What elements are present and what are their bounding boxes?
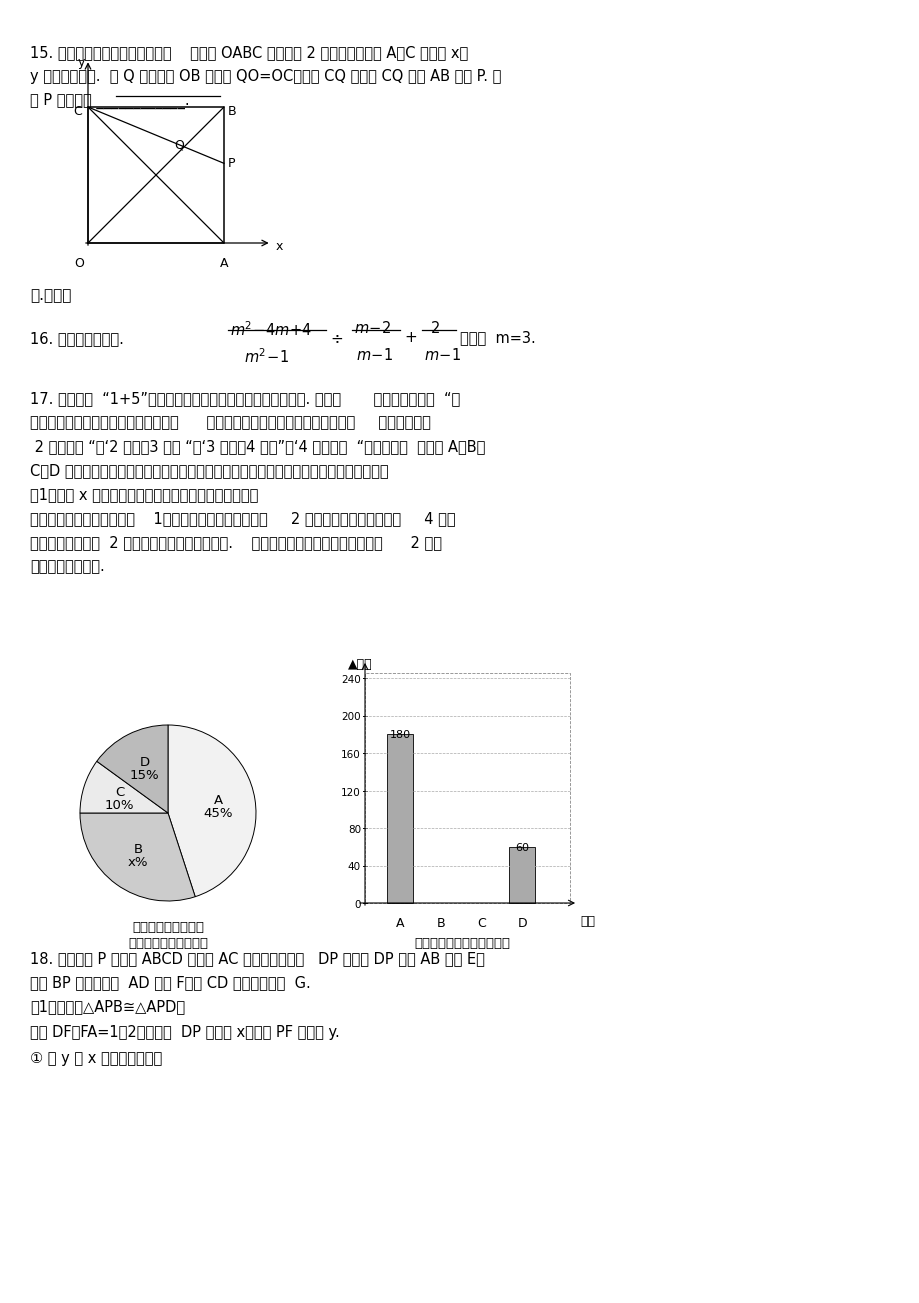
Text: 120: 120 — [341, 787, 360, 797]
Text: 200: 200 — [341, 713, 360, 722]
Text: 160: 160 — [341, 751, 360, 760]
Text: （1）求出 x 的値，并将不完整的条形统计图补充完整；: （1）求出 x 的値，并将不完整的条形统计图补充完整； — [30, 487, 258, 502]
Text: 80: 80 — [347, 825, 360, 835]
Text: 已知 DF：FA=1：2，设线段  DP 的长为 x，线段 PF 的长为 y.: 已知 DF：FA=1：2，设线段 DP 的长为 x，线段 PF 的长为 y. — [30, 1025, 339, 1040]
Text: 18. 如图，点 P 是菱形 ABCD 对角线 AC 上的一点，连接   DP 并延长 DP 交边 AB 于点 E，: 18. 如图，点 P 是菱形 ABCD 对角线 AC 上的一点，连接 DP 并延… — [30, 951, 484, 966]
Text: C、D 表示，根据调查结果绘制了如图所示的统计图，由图中所给出的信息解答下列问题：: C、D 表示，根据调查结果绘制了如图所示的统计图，由图中所给出的信息解答下列问题… — [30, 463, 388, 478]
Text: B: B — [228, 106, 236, 119]
Text: 40: 40 — [347, 863, 360, 873]
Text: 了了解本校学生的每周课外阅读时间，      采用随机抽样的方式进行了问卷调查，     调查结果分为: 了了解本校学生的每周课外阅读时间， 采用随机抽样的方式进行了问卷调查， 调查结果… — [30, 414, 430, 430]
Text: $m\!-\!1$: $m\!-\!1$ — [356, 347, 393, 364]
Text: C: C — [115, 786, 124, 799]
Text: A: A — [213, 794, 222, 807]
Text: $+$: $+$ — [403, 330, 416, 345]
Text: B: B — [437, 917, 445, 930]
Text: 各种等级人数的条形统计图: 各种等级人数的条形统计图 — [414, 937, 510, 950]
Text: C: C — [477, 917, 485, 930]
Text: 三.解答题: 三.解答题 — [30, 288, 72, 304]
Wedge shape — [80, 761, 168, 813]
Bar — [508, 847, 535, 903]
Text: 45%: 45% — [203, 807, 233, 820]
Text: 10%: 10% — [105, 799, 134, 812]
Text: 自不同小组的概率.: 自不同小组的概率. — [30, 559, 105, 575]
Bar — [387, 735, 413, 903]
Text: 17. 减负提质  “1+5”行动计划是我市教育改革的一项重要举措. 某中学       阅读与演讲社团  “为: 17. 减负提质 “1+5”行动计划是我市教育改革的一项重要举措. 某中学 阅读… — [30, 391, 459, 407]
Text: （1）求证：△APB≅△APD；: （1）求证：△APB≅△APD； — [30, 999, 185, 1014]
Text: y: y — [78, 56, 85, 69]
Text: $m\!-\!1$: $m\!-\!1$ — [424, 347, 460, 364]
Wedge shape — [168, 724, 255, 896]
Text: A: A — [396, 917, 404, 930]
Text: 60: 60 — [515, 843, 528, 852]
Text: C: C — [73, 106, 82, 119]
Text: 16. 先化简，再求値.: 16. 先化简，再求値. — [30, 331, 124, 347]
Text: A: A — [220, 257, 228, 270]
Text: P: P — [228, 158, 235, 171]
Wedge shape — [80, 813, 195, 900]
Text: D: D — [140, 756, 150, 769]
Bar — [365, 674, 570, 903]
Text: y 轴的正半轴上.  点 Q 在对角线 OB 上，且 QO=OC，连接 CQ 并延长 CQ 交边 AB 于点 P. 则: y 轴的正半轴上. 点 Q 在对角线 OB 上，且 QO=OC，连接 CQ 并延… — [30, 69, 501, 83]
Text: 0: 0 — [354, 900, 360, 909]
Text: 各种等级人数占调查: 各种等级人数占调查 — [131, 921, 204, 934]
Text: $\div$: $\div$ — [330, 331, 343, 347]
Text: ① 求 y 与 x 的函数关系式；: ① 求 y 与 x 的函数关系式； — [30, 1052, 162, 1066]
Text: $m^2\!-\!4m\!+\!4$: $m^2\!-\!4m\!+\!4$ — [230, 321, 312, 339]
Text: 180: 180 — [390, 730, 411, 740]
Text: B: B — [133, 843, 142, 856]
Text: 在此次调查活动中，初三（    1）班的两个学习小组内各有     2 人每周课外阅读时间都是     4 小时: 在此次调查活动中，初三（ 1）班的两个学习小组内各有 2 人每周课外阅读时间都是… — [30, 511, 455, 526]
Text: 点 P 的坐标为 ____________.: 点 P 的坐标为 ____________. — [30, 93, 189, 109]
Text: 以上，现从中任选  2 人去参加学校的知识抢答赛.    用列表或画树状图的方法求选出的      2 人来: 以上，现从中任选 2 人去参加学校的知识抢答赛. 用列表或画树状图的方法求选出的… — [30, 536, 441, 550]
Text: $m^2\!-\!1$: $m^2\!-\!1$ — [244, 347, 289, 366]
Text: O: O — [74, 257, 84, 270]
Text: Q: Q — [174, 139, 184, 152]
Text: 2 小时以内 “、‘2 小时～3 小时 “、‘3 小时～4 小时”和‘4 小时以上  “四个等级，  分别用 A、B、: 2 小时以内 “、‘2 小时～3 小时 “、‘3 小时～4 小时”和‘4 小时以… — [30, 439, 485, 453]
Text: x: x — [276, 240, 283, 253]
Text: 总人数的百分比统计图: 总人数的百分比统计图 — [128, 937, 208, 950]
Text: 15. 如图，在平面直角坐标系中，    四边形 OABC 是边长为 2 的正方形，顶点 A、C 分别在 x、: 15. 如图，在平面直角坐标系中， 四边形 OABC 是边长为 2 的正方形，顶… — [30, 46, 468, 60]
Text: 240: 240 — [341, 675, 360, 685]
Text: $2$: $2$ — [429, 321, 439, 336]
Text: 15%: 15% — [130, 769, 160, 782]
Text: D: D — [516, 917, 527, 930]
Text: ▲人数: ▲人数 — [347, 658, 372, 671]
Text: 等级: 等级 — [579, 915, 595, 928]
Text: $m\!-\!2$: $m\!-\!2$ — [354, 321, 391, 336]
Text: x%: x% — [128, 856, 148, 869]
Text: ，其中  m=3.: ，其中 m=3. — [460, 330, 535, 345]
Text: 连接 BP 并延长交边  AD 于点 F，交 CD 的延长线于点  G.: 连接 BP 并延长交边 AD 于点 F，交 CD 的延长线于点 G. — [30, 975, 311, 990]
Wedge shape — [96, 724, 168, 813]
